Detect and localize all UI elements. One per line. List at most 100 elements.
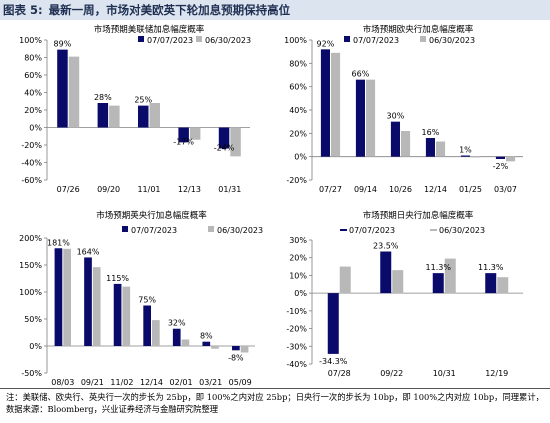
chart4-bar-07-28-s2 [339, 266, 351, 294]
chart1-y-tick-label: 80% [24, 54, 42, 63]
source-note: 数据来源：Bloomberg，兴业证券经济与金融研究院整理 [6, 403, 219, 414]
chart3-data-label: 181% [47, 238, 70, 247]
chart4-y-tick-label: 20% [289, 254, 307, 263]
chart4-data-label: 11.3% [478, 263, 504, 272]
chart1-data-label: 28% [94, 93, 112, 102]
chart3-bar-12-14-s2 [152, 320, 160, 346]
chart2-bar-01-25-s1 [460, 155, 470, 157]
chart1-x-tick-label: 09/20 [97, 185, 120, 194]
chart2-bar-12-14-s2 [436, 141, 446, 157]
chart3-x-tick-label: 03/21 [199, 378, 222, 386]
chart2-y-tick-label: 40% [289, 106, 307, 115]
footnote: 注：美联储、欧央行、英央行一次的步长为 25bp，即 100%之内对应 25bp… [6, 392, 544, 402]
chart3-legend-label-1: 07/07/2023 [131, 226, 177, 235]
chart1-y-tick-label: 0% [29, 124, 42, 133]
chart3-bar-03-21-s1 [202, 341, 211, 346]
chart3-x-tick-label: 12/14 [140, 378, 163, 386]
chart4-y-tick-label: 10% [289, 271, 307, 280]
chart1-legend-label-1: 07/07/2023 [147, 36, 193, 45]
chart1-y-tick-label: 40% [24, 89, 42, 98]
chart2-x-tick-label: 12/14 [424, 185, 447, 194]
chart4-data-label: -34.3% [319, 357, 348, 366]
chart3-bar-03-21-s2 [211, 346, 219, 349]
chart1-bar-01-31-s2 [230, 127, 241, 157]
chart2-bar-09-14-s1 [355, 79, 365, 157]
chart4-y-tick-label: -40% [286, 360, 307, 369]
chart4-y-tick-label: -10% [286, 307, 307, 316]
chart2-x-tick-label: 03/07 [494, 185, 517, 194]
chart3-x-tick-label: 08/03 [51, 378, 74, 386]
chart2-bar-03-07-s2 [506, 156, 516, 162]
chart1-bar-12-13-s2 [189, 127, 201, 140]
chart2-legend-swatch-2 [420, 36, 426, 42]
chart3-legend-swatch-1 [122, 226, 128, 232]
chart4-bar-10-31-s2 [444, 258, 456, 294]
chart4-legend-label-1: 07/07/2023 [349, 226, 395, 235]
chart4-x-tick-label: 10/31 [433, 369, 456, 378]
chart1-bar-07-26-s2 [68, 56, 80, 128]
chart4-x-tick-label: 07/28 [328, 369, 351, 378]
chart2-x-tick-label: 07/27 [319, 185, 342, 194]
chart2-bar-10-26-s1 [390, 121, 400, 157]
chart1-legend-label-2: 06/30/2023 [205, 36, 251, 45]
chart4-legend-label-2: 06/30/2023 [439, 226, 485, 235]
chart4-data-label: 23.5% [373, 242, 399, 251]
chart2-legend-label-2: 06/30/2023 [429, 36, 475, 45]
chart3-bar-12-14-s1 [143, 305, 151, 346]
chart2-bar-07-27-s1 [320, 49, 330, 157]
chart3-data-label: 115% [106, 274, 129, 283]
chart2-data-label: 66% [352, 70, 370, 79]
chart3-bar-11-02-s2 [122, 286, 131, 346]
chart3-data-label: 164% [77, 247, 100, 256]
chart3-bar-11-02-s1 [113, 283, 122, 346]
chart2-x-tick-label: 10/26 [389, 185, 412, 194]
chart2-legend-label-1: 07/07/2023 [353, 36, 399, 45]
chart1-x-tick-label: 01/31 [218, 185, 241, 194]
chart2-legend-swatch-1 [344, 36, 350, 42]
chart4-y-tick-label: -30% [286, 342, 307, 351]
chart2-data-label: 92% [317, 39, 335, 48]
chart3-legend-swatch-2 [208, 226, 214, 232]
chart3-bar-02-01-s2 [181, 339, 190, 346]
chart1-bar-11-01-s1 [137, 105, 149, 128]
chart1-bar-12-13-s1 [178, 127, 189, 143]
chart4-bar-09-22-s1 [380, 251, 392, 294]
chart3-x-tick-label: 09/21 [81, 378, 104, 386]
chart3-bar-08-03-s1 [54, 248, 63, 346]
chart2-y-tick-label: 20% [289, 129, 307, 138]
chart1-x-tick-label: 07/26 [57, 185, 80, 194]
figure-header: 图表 5: 最新一周，市场对美欧英下轮加息预期保持高位 [0, 0, 550, 20]
chart3-y-tick-label: 0% [29, 342, 42, 351]
chart1-legend-swatch-2 [196, 36, 202, 42]
chart4-y-tick-label: -20% [286, 325, 307, 334]
chart1-bar-09-20-s2 [109, 105, 120, 128]
chart3-data-label: 32% [168, 319, 186, 328]
chart3-x-tick-label: 02/01 [170, 378, 193, 386]
chart2-y-tick-label: 100% [284, 36, 307, 45]
chart2-bar-09-14-s2 [366, 79, 376, 157]
figure-label: 图表 5: [3, 3, 43, 17]
figure-title: 最新一周，市场对美欧英下轮加息预期保持高位 [48, 3, 291, 17]
chart3-y-tick-label: -50% [21, 369, 42, 378]
chart2-y-tick-label: 0% [294, 153, 307, 162]
chart3-title: 市场预期英央行加息幅度概率 [96, 210, 207, 221]
chart4-bar-10-31-s1 [432, 273, 444, 294]
chart3-data-label: -8% [228, 353, 244, 362]
chart1-y-tick-label: -20% [21, 141, 42, 150]
chart4-y-tick-label: 30% [289, 236, 307, 245]
chart2-bar-01-25-s2 [471, 156, 481, 158]
chart2-title: 市场预期欧央行加息幅度概率 [363, 24, 474, 35]
chart4-y-tick-label: 0% [294, 289, 307, 298]
chart1-bar-09-20-s1 [97, 103, 109, 128]
chart2-x-tick-label: 09/14 [354, 185, 377, 194]
chart1-data-label: -24% [214, 144, 235, 153]
chart1-data-label: -17% [173, 137, 194, 146]
chart3-y-tick-label: 200% [19, 234, 42, 243]
chart1-y-tick-label: -60% [21, 176, 42, 185]
chart4-bar-12-19-s1 [485, 273, 497, 294]
chart3-y-tick-label: 150% [19, 261, 42, 270]
chart4-bar-12-19-s2 [497, 277, 509, 294]
chart1-title: 市场预期美联储加息幅度概率 [94, 24, 205, 35]
